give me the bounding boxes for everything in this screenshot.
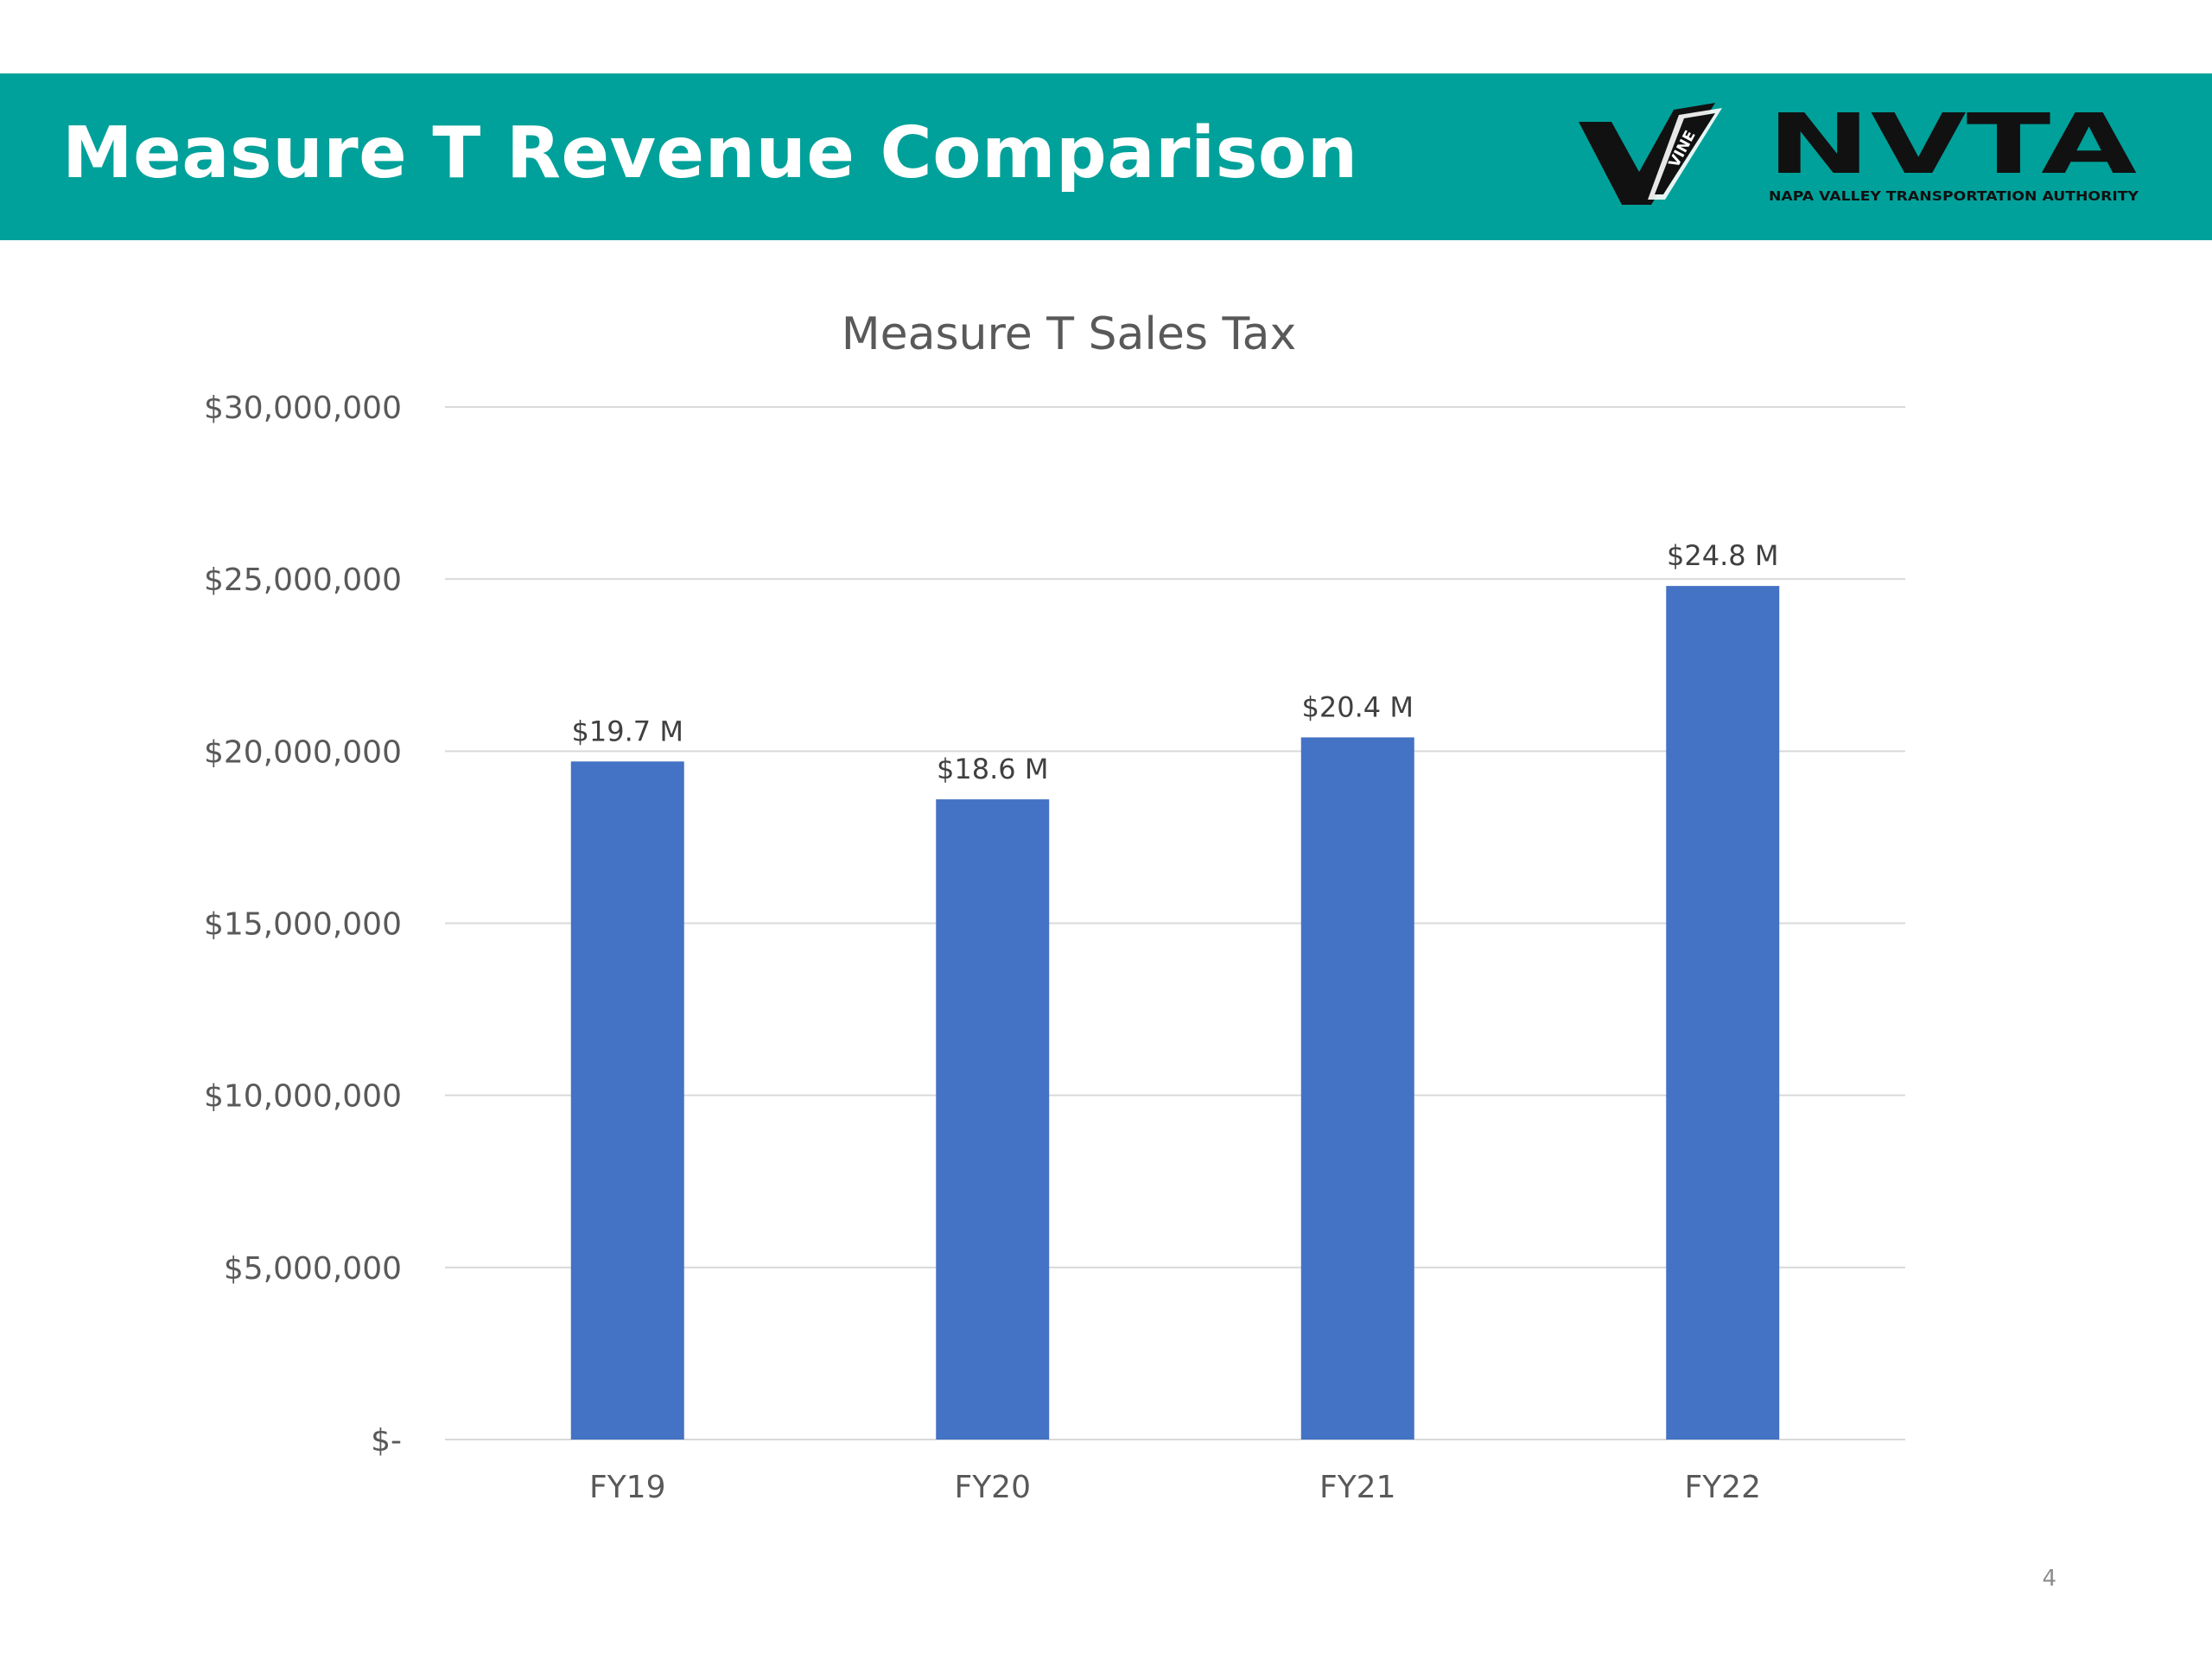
nvta-logo-subtitle: NAPA VALLEY TRANSPORTATION AUTHORITY [1769,188,2139,204]
y-tick-label: $15,000,000 [204,907,402,943]
data-label-fy19: $19.7 M [572,715,683,747]
header-band [0,73,2212,240]
slide-title: Measure T Revenue Comparison [62,112,1358,194]
x-axis-ticks: FY19 FY20 FY21 FY22 [589,1470,1761,1505]
gridlines [445,406,1905,1440]
data-labels: $19.7 M $18.6 M $20.4 M $24.8 M [572,539,1779,785]
vine-logo-icon: VINE [1579,103,1722,205]
y-tick-label: $- [371,1423,402,1459]
bar-fy19 [570,761,684,1440]
y-axis-ticks: $- $5,000,000 $10,000,000 $15,000,000 $20,00… [204,391,402,1459]
bar-fy22 [1666,586,1780,1440]
page-number: 4 [2042,1566,2056,1592]
data-label-fy21: $20.4 M [1302,690,1414,723]
y-tick-label: $5,000,000 [224,1251,402,1287]
y-tick-label: $10,000,000 [204,1079,402,1115]
nvta-logo-text: NVTA [1767,104,2137,193]
bars [570,586,1780,1440]
data-label-fy20: $18.6 M [937,753,1048,785]
y-tick-label: $30,000,000 [204,391,402,426]
y-tick-label: $25,000,000 [204,563,402,598]
bar-fy21 [1300,737,1414,1440]
nvta-logo-icon: NVTA NAPA VALLEY TRANSPORTATION AUTHORIT… [1767,104,2139,204]
x-tick-label-fy19: FY19 [589,1470,666,1505]
x-tick-label-fy21: FY21 [1319,1470,1396,1505]
y-tick-label: $20,000,000 [204,734,402,770]
bar-fy20 [936,799,1050,1440]
data-label-fy22: $24.8 M [1667,539,1778,572]
x-tick-label-fy22: FY22 [1684,1470,1761,1505]
chart-title: Measure T Sales Tax [842,308,1297,360]
x-tick-label-fy20: FY20 [954,1470,1031,1505]
